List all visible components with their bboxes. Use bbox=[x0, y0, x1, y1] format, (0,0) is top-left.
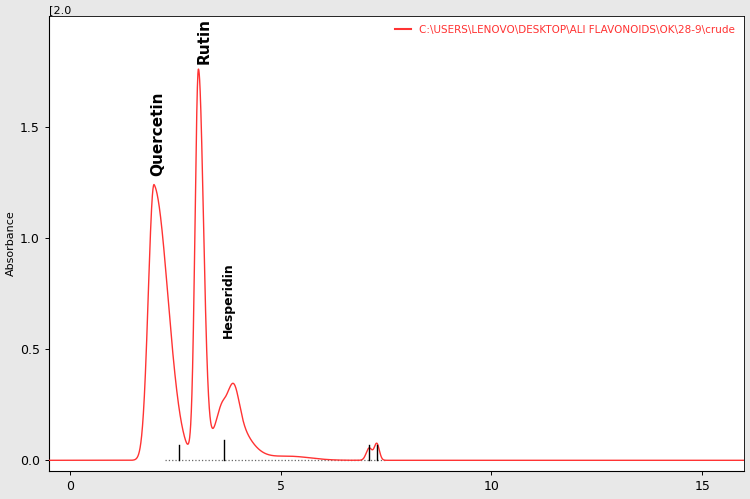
Text: Hesperidin: Hesperidin bbox=[221, 262, 235, 338]
Text: Rutin: Rutin bbox=[196, 18, 211, 64]
Text: [2.0: [2.0 bbox=[49, 5, 71, 15]
Legend: C:\USERS\LENOVO\DESKTOP\ALI FLAVONOIDS\OK\28-9\crude: C:\USERS\LENOVO\DESKTOP\ALI FLAVONOIDS\O… bbox=[391, 21, 740, 39]
Text: Quercetin: Quercetin bbox=[150, 91, 165, 176]
Y-axis label: Absorbance: Absorbance bbox=[5, 211, 16, 276]
